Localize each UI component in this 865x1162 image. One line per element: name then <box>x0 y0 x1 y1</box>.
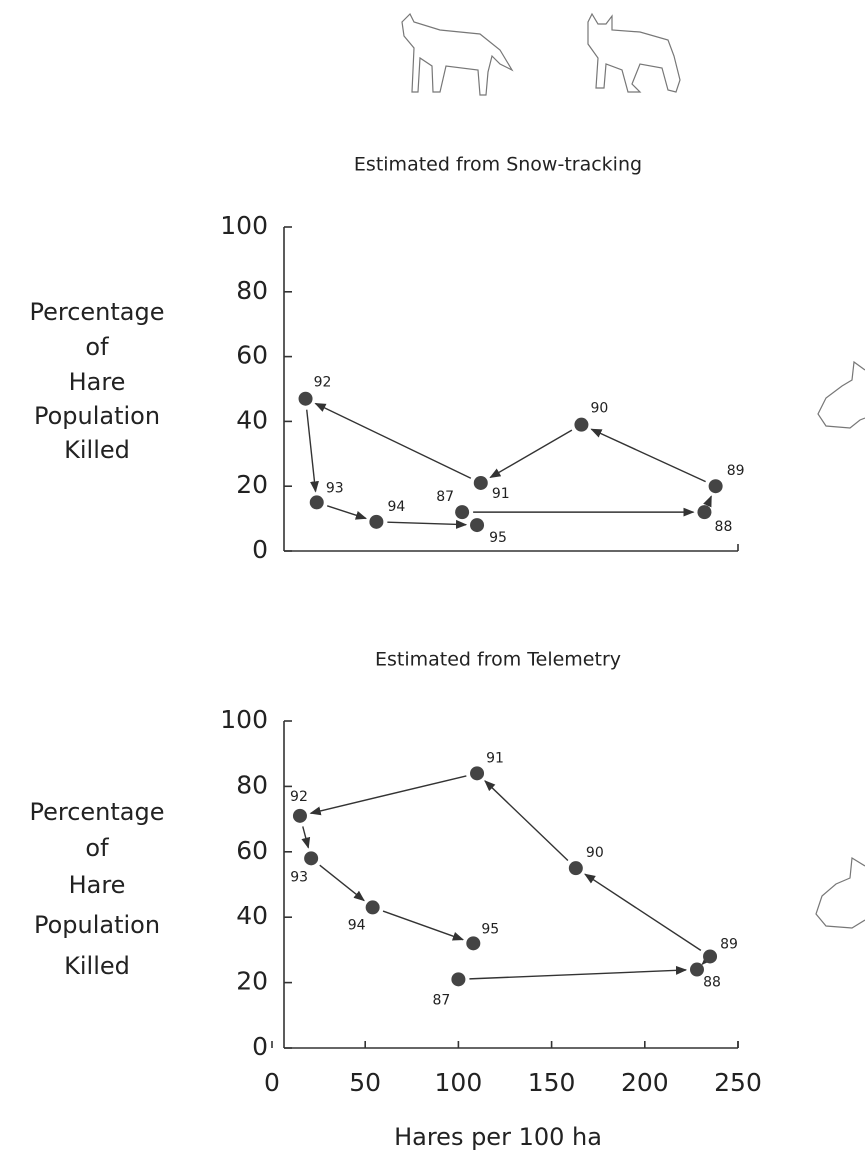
x-tick-label: 200 <box>621 1068 669 1097</box>
data-point <box>697 505 712 520</box>
y-axis-label: Percentage <box>29 298 164 326</box>
data-point <box>574 417 589 432</box>
y-tick-label: 0 <box>252 535 268 564</box>
lynx-illustration <box>587 12 681 93</box>
point-label: 95 <box>489 530 507 546</box>
point-label: 87 <box>436 489 454 505</box>
point-label: 89 <box>720 936 738 952</box>
arrow <box>382 910 465 941</box>
chart-title: Estimated from Telemetry <box>375 649 621 671</box>
arrow <box>703 495 712 508</box>
data-point <box>455 505 470 520</box>
arrow <box>319 864 365 902</box>
y-tick-label: 100 <box>220 211 268 240</box>
point-label: 93 <box>290 869 308 885</box>
data-point <box>466 936 481 951</box>
arrow <box>484 780 569 862</box>
point-label: 92 <box>290 789 308 805</box>
arrow <box>584 873 702 951</box>
x-tick-label: 250 <box>714 1068 762 1097</box>
data-point <box>689 962 704 977</box>
y-tick-label: 80 <box>236 276 268 305</box>
x-axis-label: Hares per 100 ha <box>394 1123 602 1151</box>
y-axis-label: of <box>85 834 109 862</box>
wolf-illustration <box>401 12 514 96</box>
point-label: 94 <box>387 499 405 515</box>
y-axis-label: Population <box>34 911 160 939</box>
data-point <box>568 861 583 876</box>
chart-title: Estimated from Snow-tracking <box>354 154 642 176</box>
data-point <box>470 518 485 533</box>
y-axis-label: Percentage <box>29 798 164 826</box>
arrow <box>489 429 573 479</box>
data-point <box>703 949 718 964</box>
data-point <box>292 808 307 823</box>
x-tick-label: 50 <box>349 1068 381 1097</box>
arrow <box>590 428 706 483</box>
y-axis-label: of <box>85 333 109 361</box>
y-axis-label: Killed <box>64 952 130 980</box>
arrow <box>309 775 467 816</box>
y-tick-label: 40 <box>236 901 268 930</box>
y-tick-label: 20 <box>236 967 268 996</box>
point-label: 92 <box>314 375 332 391</box>
y-axis-label: Hare <box>69 871 126 899</box>
data-point <box>298 391 313 406</box>
data-point <box>369 514 384 529</box>
arrow <box>387 519 468 529</box>
point-label: 90 <box>586 845 604 861</box>
point-label: 91 <box>492 486 510 502</box>
y-tick-label: 60 <box>236 341 268 370</box>
data-point <box>470 766 485 781</box>
point-label: 95 <box>481 921 499 937</box>
data-point <box>473 475 488 490</box>
hare-illustration <box>815 856 865 929</box>
y-tick-label: 20 <box>236 470 268 499</box>
y-tick-label: 60 <box>236 836 268 865</box>
y-tick-label: 0 <box>252 1032 268 1061</box>
point-label: 87 <box>432 992 450 1008</box>
data-point <box>451 972 466 987</box>
point-label: 88 <box>715 519 733 535</box>
arrow <box>314 402 472 479</box>
arrow <box>301 826 311 849</box>
data-point <box>708 479 723 494</box>
point-label: 89 <box>727 463 745 479</box>
data-point <box>309 495 324 510</box>
y-axis-label: Population <box>34 402 160 430</box>
point-label: 90 <box>591 401 609 417</box>
point-label: 94 <box>348 917 366 933</box>
y-axis-label: Killed <box>64 436 130 464</box>
x-tick-label: 150 <box>528 1068 576 1097</box>
y-tick-label: 100 <box>220 705 268 734</box>
hare-illustration <box>817 360 865 429</box>
point-label: 91 <box>486 750 504 766</box>
arrow <box>306 409 319 493</box>
point-label: 93 <box>326 480 344 496</box>
arrow <box>326 505 367 520</box>
data-point <box>365 900 380 915</box>
arrow <box>469 965 688 980</box>
y-tick-label: 40 <box>236 405 268 434</box>
y-tick-label: 80 <box>236 770 268 799</box>
point-label: 88 <box>703 975 721 991</box>
arrow <box>701 953 713 966</box>
y-axis-label: Hare <box>69 368 126 396</box>
x-tick-label: 100 <box>435 1068 483 1097</box>
x-tick-label: 0 <box>264 1068 280 1097</box>
data-point <box>304 851 319 866</box>
